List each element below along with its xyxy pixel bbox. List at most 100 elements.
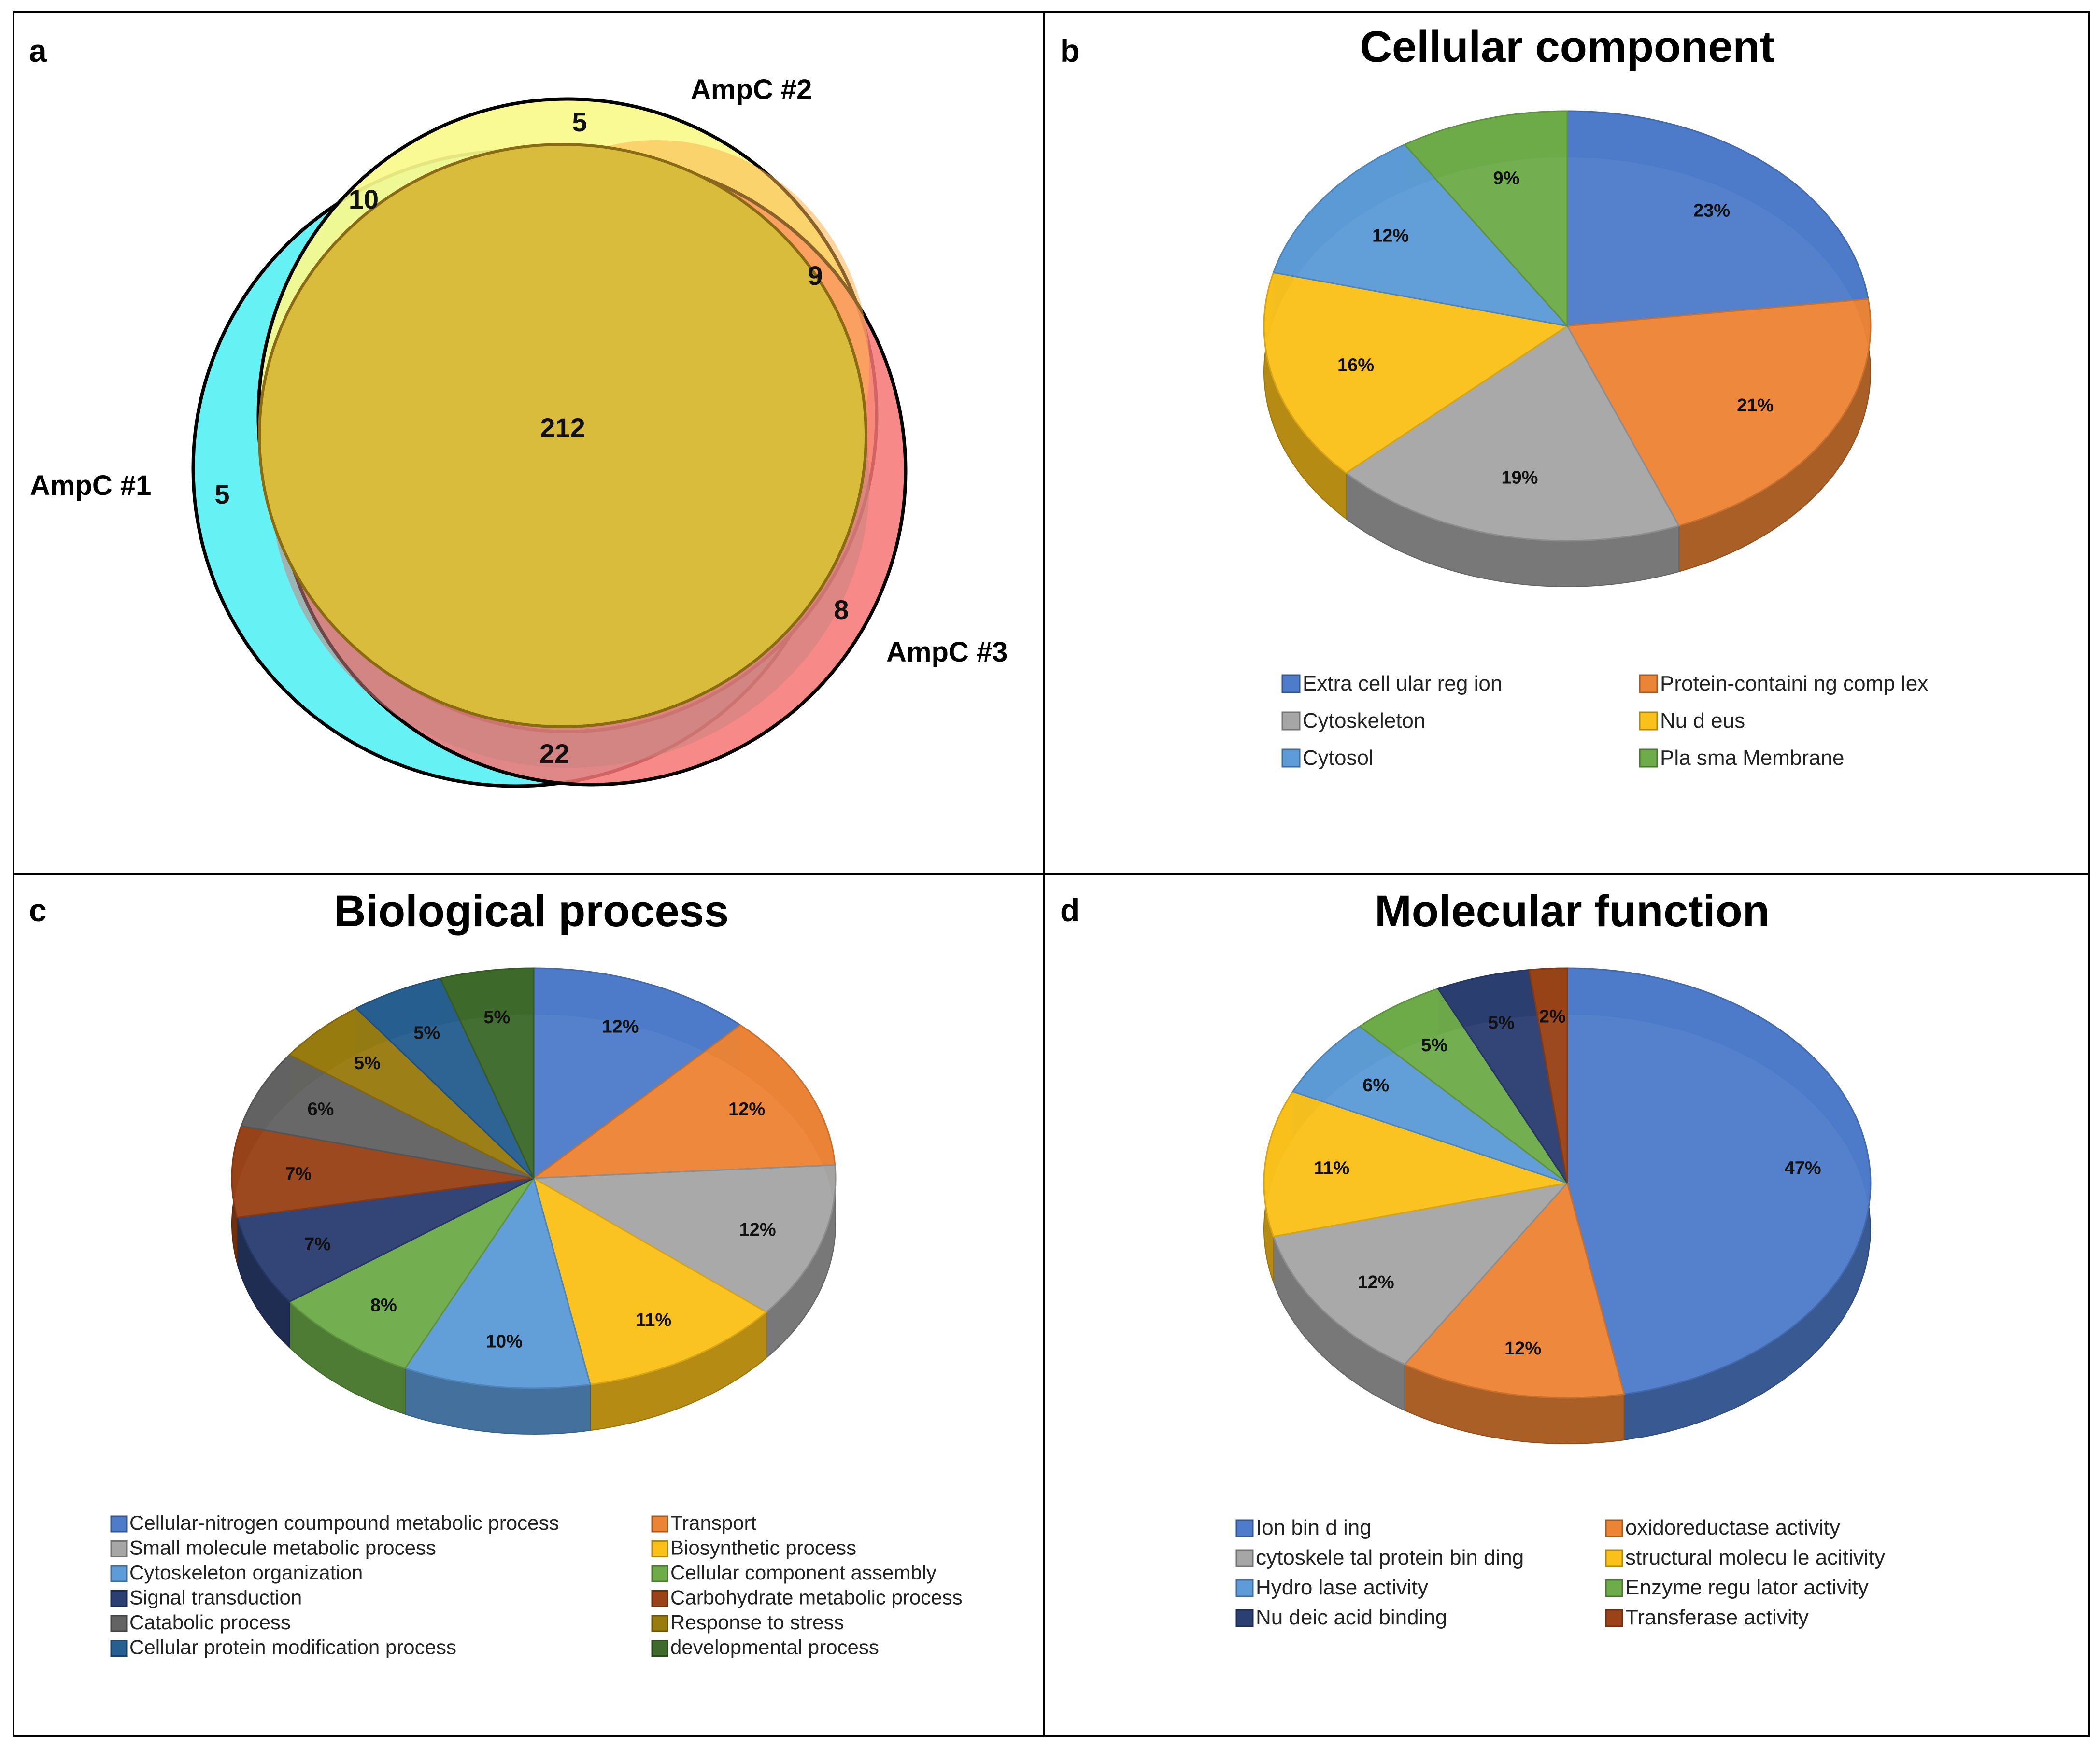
- legend-swatch-transport: [651, 1515, 668, 1533]
- legend-b: Extra cell ular reg ion Protein-containi …: [1281, 672, 1928, 770]
- legend-swatch-cellular-nitrogen-coumpound-metabolic-process: [110, 1515, 128, 1533]
- legend-label-signal-transduction: Signal transduction: [129, 1586, 302, 1609]
- pie-data-labels: 47% 12% 12% 11% 6% 5% 5% 2%: [1314, 1007, 1821, 1359]
- slice-label-ion-binding: 47%: [1785, 1158, 1821, 1178]
- legend-swatch-protein-containing-complex: [1639, 674, 1658, 693]
- venn-center-all: [258, 143, 867, 728]
- legend-label-ion-binding: Ion bin d ing: [1256, 1516, 1372, 1539]
- legend-swatch-structural-molecule-activity: [1605, 1549, 1623, 1567]
- venn-diagram: AmpC #1 AmpC #2 AmpC #3 5 5 8 10 9 22 21…: [30, 74, 1007, 788]
- slice-label-cellular-nitrogen-coumpound-metabolic-process: 12%: [602, 1017, 639, 1037]
- pie-slice-cytoskeletal-protein-binding: [1272, 1182, 1570, 1366]
- slice-label-extracellular-region: 23%: [1693, 201, 1730, 221]
- legend-swatch-nucleus: [1639, 711, 1658, 731]
- legend-label-enzyme-regulator-activity: Enzyme regu lator activity: [1625, 1576, 1869, 1599]
- legend-label-structural-molecule-activity: structural molecu le acitivity: [1625, 1546, 1885, 1569]
- pie-slice-biosynthetic-process: [532, 1176, 768, 1385]
- legend-label-extracellular-region: Extra cell ular reg ion: [1303, 672, 1502, 695]
- slice-label-response-to-stress: 5%: [354, 1053, 381, 1073]
- pie-slice-transport: [531, 1024, 836, 1179]
- pie-slice-ion-binding: [1566, 967, 1872, 1395]
- slice-label-cytoskeleton: 19%: [1501, 468, 1538, 488]
- pie-slice-cellular-component-assembly: [288, 1176, 536, 1369]
- venn-region-2-3: 9: [808, 260, 823, 291]
- slice-label-cellular-component-assembly: 8%: [370, 1295, 397, 1315]
- legend-swatch-signal-transduction: [110, 1590, 128, 1607]
- slice-label-nucleus: 16%: [1337, 355, 1374, 376]
- slice-label-biosynthetic-process: 11%: [636, 1310, 671, 1330]
- slice-label-transferase-activity: 2%: [1539, 1007, 1566, 1027]
- legend-swatch-cellular-protein-modification-process: [110, 1640, 128, 1657]
- pie-slice-catabolic-process: [240, 1054, 534, 1179]
- legend-label-plasma-membrane: Pla sma Membrane: [1660, 746, 1844, 770]
- panel-letter-b: b: [1060, 33, 1079, 69]
- legend-swatch-transferase-activity: [1605, 1609, 1623, 1627]
- pie-slice-cellular-protein-modification-process: [355, 977, 535, 1179]
- slice-label-transport: 12%: [728, 1100, 765, 1120]
- legend-label-nucleic-acid-binding: Nu deic acid binding: [1256, 1606, 1447, 1629]
- pie-slice-enzyme-regulator-activity: [1358, 987, 1568, 1184]
- venn-region-all: 212: [540, 412, 585, 443]
- pie-slice-oxidoreductase-activity: [1404, 1181, 1625, 1399]
- venn-region-only-1: 5: [214, 479, 229, 509]
- legend-swatch-small-molecule-metabolic-process: [110, 1540, 128, 1557]
- legend-swatch-cytosol: [1281, 748, 1301, 768]
- legend-swatch-biosynthetic-process: [651, 1540, 668, 1557]
- legend-label-cytoskeleton-organization: Cytoskeleton organization: [129, 1561, 363, 1584]
- slice-label-nucleic-acid-binding: 5%: [1488, 1013, 1515, 1033]
- venn-region-1-2: 10: [349, 184, 379, 214]
- panel-letter-c: c: [29, 892, 47, 928]
- legend-label-carbohydrate-metabolic-process: Carbohydrate metabolic process: [670, 1586, 963, 1609]
- legend-label-protein-containing-complex: Protein-containi ng comp lex: [1660, 672, 1928, 695]
- slice-label-enzyme-regulator-activity: 5%: [1421, 1035, 1447, 1056]
- pie-chart-molecular-function: Molecular function 47% 12% 12% 11% 6% 5% 5% 2% Io…: [1235, 887, 1885, 1629]
- pie-slice-hydrolase-activity: [1291, 1025, 1568, 1184]
- slice-label-plasma-membrane: 9%: [1493, 168, 1519, 188]
- chart-title-b: Cellular component: [1360, 22, 1775, 71]
- legend-label-transport: Transport: [670, 1511, 757, 1534]
- legend-label-cellular-nitrogen-coumpound-metabolic-process: Cellular-nitrogen coumpound metabolic pr…: [129, 1511, 559, 1534]
- slice-label-cytoskeletal-protein-binding: 12%: [1358, 1272, 1394, 1293]
- legend-label-transferase-activity: Transferase activity: [1625, 1606, 1809, 1629]
- pie-chart-biological-process: Biological process 12% 12% 12% 11% 10% 8% 7% 7% 6…: [110, 887, 963, 1659]
- pie-slice-structural-molecule-activity: [1263, 1090, 1568, 1238]
- slice-label-cytoskeleton-organization: 10%: [486, 1332, 523, 1352]
- pie-data-labels: 12% 12% 12% 11% 10% 8% 7% 7% 6% 5% 5% 5%: [285, 1007, 776, 1352]
- legend-swatch-ion-binding: [1235, 1519, 1254, 1537]
- slice-label-cytosol: 12%: [1372, 226, 1409, 246]
- legend-swatch-cytoskeletal-protein-binding: [1235, 1549, 1254, 1567]
- set-label-ampc-2: AmpC #2: [691, 74, 812, 105]
- chart-title-c: Biological process: [334, 887, 729, 936]
- pie-slice-nucleus: [1263, 271, 1569, 474]
- legend-swatch-cellular-component-assembly: [651, 1565, 668, 1582]
- panel-grid: [13, 11, 2090, 1737]
- set-label-ampc-1: AmpC #1: [30, 470, 151, 501]
- legend-label-cellular-protein-modification-process: Cellular protein modification process: [129, 1636, 456, 1659]
- legend-swatch-catabolic-process: [110, 1615, 128, 1632]
- pie-slice-cytoskeleton-organization: [404, 1176, 592, 1389]
- legend-swatch-enzyme-regulator-activity: [1605, 1579, 1623, 1597]
- venn-region-1-3: 22: [539, 738, 569, 769]
- legend-label-small-molecule-metabolic-process: Small molecule metabolic process: [129, 1537, 436, 1559]
- legend-swatch-cytoskeleton-organization: [110, 1565, 128, 1582]
- pie-slice-developmental-process: [439, 967, 535, 1179]
- slice-label-carbohydrate-metabolic-process: 7%: [285, 1164, 312, 1184]
- legend-swatch-oxidoreductase-activity: [1605, 1519, 1623, 1537]
- set-label-ampc-3: AmpC #3: [886, 636, 1007, 668]
- slice-label-signal-transduction: 7%: [304, 1234, 331, 1255]
- slice-label-structural-molecule-activity: 11%: [1314, 1158, 1349, 1178]
- legend-label-developmental-process: developmental process: [670, 1636, 879, 1659]
- legend-label-response-to-stress: Response to stress: [670, 1611, 844, 1634]
- chart-title-d: Molecular function: [1375, 887, 1770, 936]
- legend-swatch-nucleic-acid-binding: [1235, 1609, 1254, 1627]
- pie-slice-cytosol: [1272, 143, 1570, 327]
- legend-label-cytoskeleton: Cytoskeleton: [1303, 709, 1425, 733]
- pie-slice-signal-transduction: [236, 1177, 534, 1303]
- legend-label-hydrolase-activity: Hydro lase activity: [1256, 1576, 1428, 1599]
- pie-slice-cytoskeleton: [1345, 324, 1680, 542]
- slice-label-hydrolase-activity: 6%: [1362, 1075, 1389, 1096]
- legend-label-cytosol: Cytosol: [1303, 746, 1374, 770]
- pie-slice-cellular-nitrogen-coumpound-metabolic-process: [533, 967, 742, 1180]
- legend-swatch-response-to-stress: [651, 1615, 668, 1632]
- legend-swatch-carbohydrate-metabolic-process: [651, 1590, 668, 1607]
